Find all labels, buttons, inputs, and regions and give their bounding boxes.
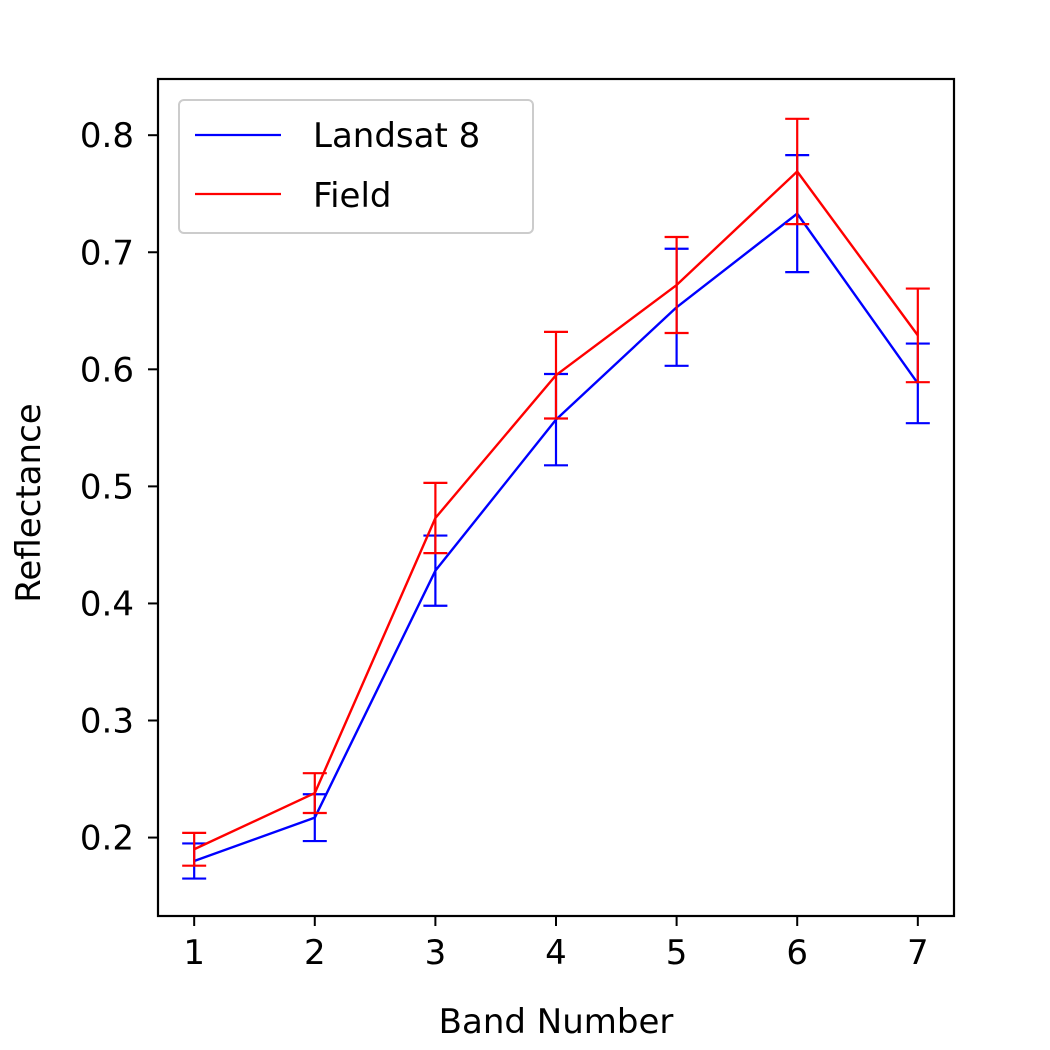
y-tick-label: 0.7 xyxy=(80,233,134,273)
x-tick-label: 5 xyxy=(666,933,688,973)
x-tick-label: 3 xyxy=(425,933,447,973)
ticks-layer: 1 2 3 4 5 6 7 0.2 0.3 0.4 0.5 0.6 0.7 0.8 xyxy=(80,116,929,973)
y-tick-label: 0.4 xyxy=(80,584,134,624)
y-tick-label: 0.2 xyxy=(80,819,134,859)
x-tick-label: 1 xyxy=(183,933,205,973)
x-tick-label: 6 xyxy=(786,933,808,973)
y-tick-label: 0.3 xyxy=(80,702,134,742)
y-tick-label: 0.6 xyxy=(80,350,134,390)
legend-label-landsat-8: Landsat 8 xyxy=(313,116,480,156)
y-axis-label: Reflectance xyxy=(9,403,49,602)
legend: Landsat 8 Field xyxy=(178,99,534,234)
legend-label-field: Field xyxy=(313,176,391,216)
x-tick-label: 7 xyxy=(907,933,929,973)
x-axis-label: Band Number xyxy=(439,1002,674,1042)
x-tick-label: 2 xyxy=(304,933,326,973)
series-layer xyxy=(182,117,930,880)
legend-box xyxy=(178,99,534,234)
series-line-field xyxy=(193,170,919,851)
x-tick-label: 4 xyxy=(545,933,567,973)
y-tick-label: 0.8 xyxy=(80,116,134,156)
y-tick-label: 0.5 xyxy=(80,467,134,507)
plot-frame xyxy=(156,77,956,918)
series-field xyxy=(182,117,930,867)
